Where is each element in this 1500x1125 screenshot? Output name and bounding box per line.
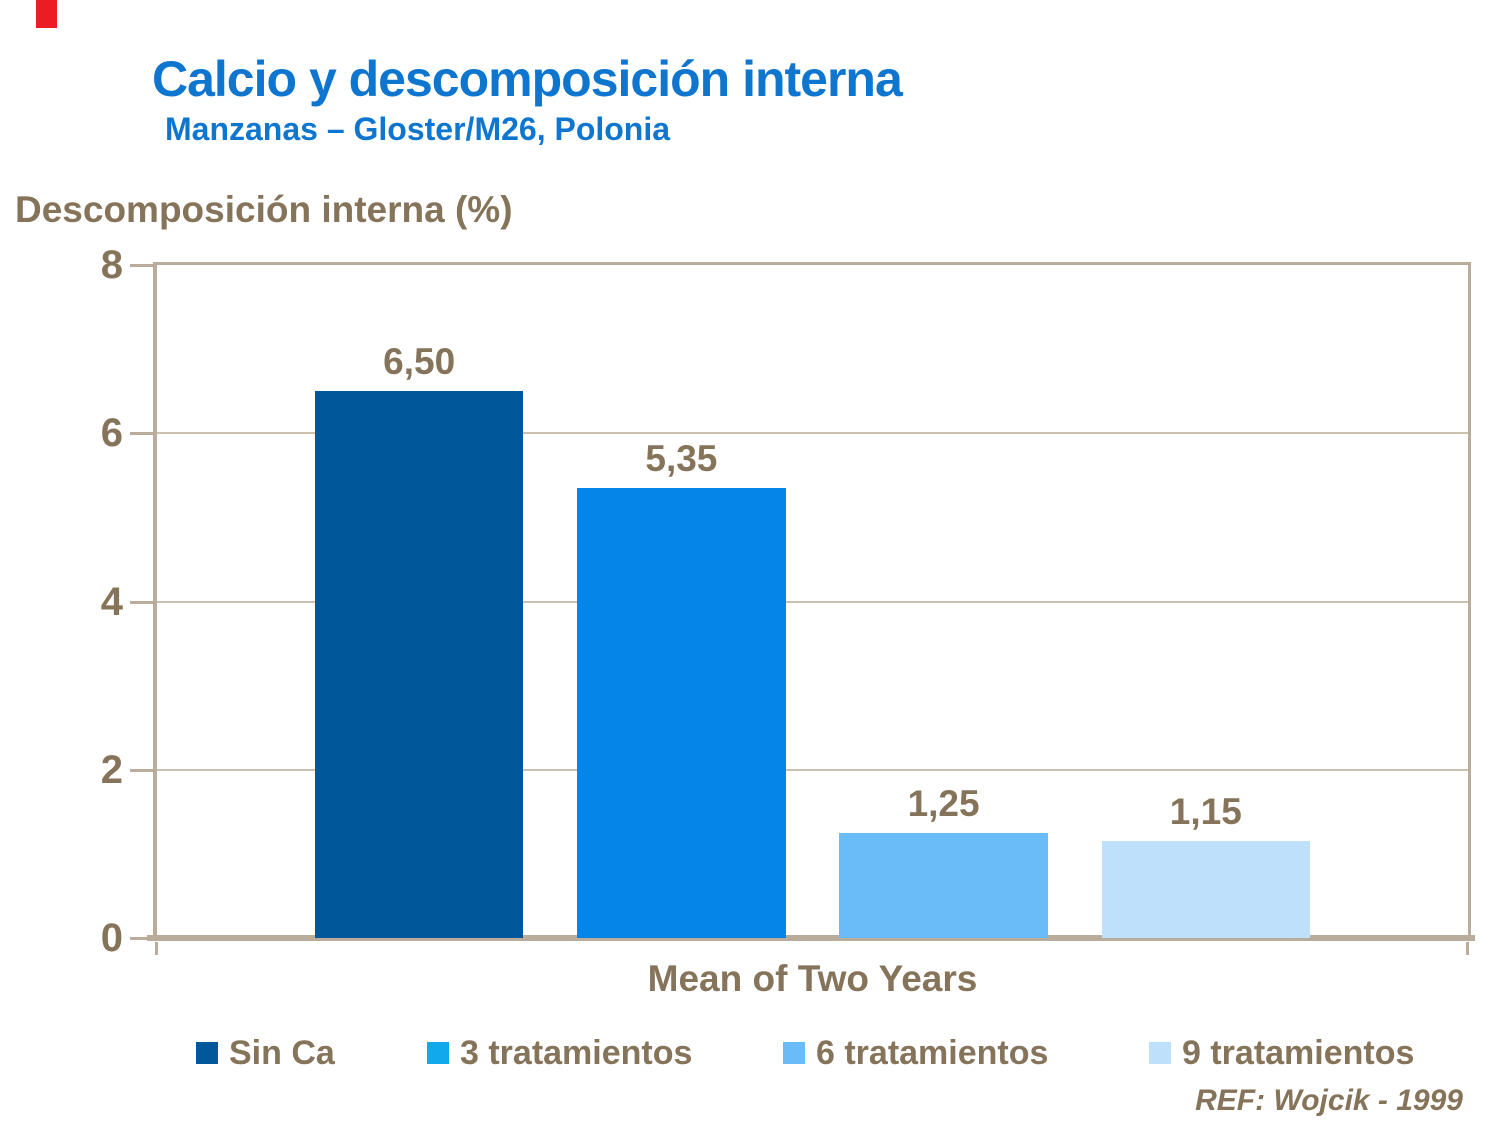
legend-swatch-9-tratamientos	[1149, 1042, 1171, 1064]
y-axis-tick-2	[130, 768, 154, 772]
legend-swatch-sin-ca	[196, 1042, 218, 1064]
y-axis-tick-label-2: 2	[100, 747, 123, 792]
gridline-2	[157, 768, 1468, 771]
y-axis-tick-8	[130, 264, 154, 267]
plot-border-left	[153, 262, 157, 941]
legend-item-3-tratamientos: 3 tratamientos	[427, 1030, 692, 1076]
bar-3-tratamientos	[577, 487, 786, 938]
gridline-6	[157, 432, 1468, 435]
bar-6-tratamientos	[839, 832, 1048, 938]
bar-9-tratamientos	[1101, 841, 1310, 938]
y-axis-tick-4	[130, 600, 154, 604]
x-axis-title: Mean of Two Years	[647, 958, 978, 999]
legend-item-6-tratamientos: 6 tratamientos	[783, 1030, 1048, 1076]
legend-label-sin-ca: Sin Ca	[229, 1034, 335, 1072]
y-axis-tick-label-0: 0	[100, 916, 123, 960]
bar-value-label-sin-ca: 6,50	[383, 341, 456, 383]
y-axis-tick-6	[130, 432, 154, 436]
y-axis-tick-0	[130, 937, 154, 940]
x-axis-tick	[1466, 942, 1469, 955]
legend-item-sin-ca: Sin Ca	[196, 1030, 335, 1076]
gridline-4	[157, 600, 1468, 603]
y-axis-tick-label-4: 4	[100, 579, 123, 624]
legend-label-3-tratamientos: 3 tratamientos	[460, 1034, 693, 1072]
y-axis-tick-label-6: 6	[100, 411, 123, 456]
x-axis-tick	[155, 942, 158, 955]
red-accent-marker	[36, 0, 57, 28]
plot-border-top	[153, 262, 1471, 265]
bar-sin-ca	[314, 391, 524, 938]
bar-value-label-6-tratamientos: 1,25	[907, 782, 980, 824]
slide-title: Calcio y descomposición interna	[152, 51, 903, 107]
x-axis-line	[147, 935, 1475, 941]
bar-value-label-3-tratamientos: 5,35	[645, 437, 718, 479]
legend-swatch-6-tratamientos	[783, 1042, 805, 1064]
plot-area: 0 2 4 6 8 6,50 5,35 1,25 1,15	[101, 245, 1469, 958]
legend-item-9-tratamientos: 9 tratamientos	[1149, 1030, 1414, 1076]
y-axis-tick-label-8: 8	[100, 243, 123, 287]
bar-value-label-9-tratamientos: 1,15	[1169, 791, 1242, 833]
plot-border-right	[1468, 262, 1471, 941]
reference-text: REF: Wojcik - 1999	[1195, 1084, 1463, 1117]
legend: Sin Ca 3 tratamientos 6 tratamientos 9 trat…	[0, 1030, 1500, 1082]
y-axis-title: Descomposición interna (%)	[15, 189, 513, 230]
legend-label-6-tratamientos: 6 tratamientos	[816, 1034, 1049, 1072]
legend-swatch-3-tratamientos	[427, 1042, 449, 1064]
slide-subtitle: Manzanas – Gloster/M26, Polonia	[165, 111, 671, 147]
legend-label-9-tratamientos: 9 tratamientos	[1182, 1034, 1415, 1072]
